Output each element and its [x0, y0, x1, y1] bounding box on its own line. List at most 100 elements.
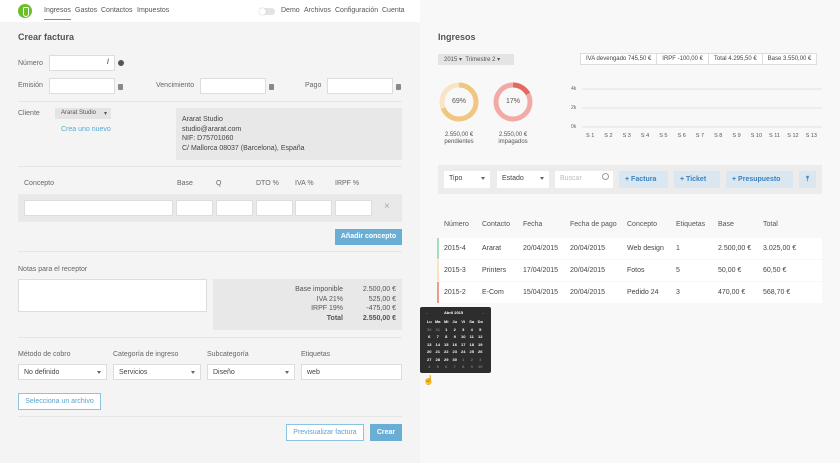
nav-cuenta[interactable]: Cuenta [382, 7, 405, 14]
quarter-value[interactable]: Trimestre 2 [465, 57, 496, 63]
metodo-select[interactable]: No definido [18, 364, 107, 380]
new-factura-button[interactable]: + Factura [619, 171, 668, 188]
calendar-day[interactable]: 7 [453, 364, 456, 369]
iva-input[interactable] [295, 200, 332, 216]
add-concept-button[interactable]: Añadir concepto [335, 229, 402, 245]
remove-row-icon[interactable]: × [384, 201, 390, 212]
calendar-day[interactable]: 13 [427, 341, 432, 347]
upload-button[interactable]: ⤒ [799, 171, 816, 188]
nav-contactos[interactable]: Contactos [101, 7, 133, 14]
calendar-day[interactable]: 3 [479, 356, 482, 362]
nav-impuestos[interactable]: Impuestos [137, 7, 170, 14]
calendar-day[interactable]: 16 [452, 341, 457, 347]
nav-ingresos[interactable]: Ingresos [44, 7, 71, 20]
pago-input[interactable] [327, 78, 393, 94]
calendar-day[interactable]: 4 [470, 326, 473, 332]
calendar-day[interactable]: 31 [435, 326, 440, 332]
subcategoria-select[interactable]: Diseño [207, 364, 295, 380]
cliente-select[interactable]: Ararat Studio ▾ [55, 108, 111, 119]
table-header[interactable]: Total [763, 221, 778, 228]
calendar-day[interactable]: 10 [478, 364, 483, 369]
calendar-icon[interactable] [118, 84, 123, 90]
nav-demo[interactable]: Demo [281, 7, 300, 14]
calendar-day[interactable]: 9 [453, 334, 456, 339]
categoria-select[interactable]: Servicios [113, 364, 201, 380]
calendar-day[interactable]: 8 [462, 364, 465, 369]
calendar-icon[interactable] [269, 84, 274, 90]
nav-archivos[interactable]: Archivos [304, 7, 331, 14]
numero-input[interactable]: / [49, 55, 115, 71]
calendar-day[interactable]: 19 [478, 341, 483, 347]
irpf-input[interactable] [335, 200, 372, 216]
calendar-day[interactable]: 2 [453, 326, 456, 332]
calendar-day[interactable]: 5 [479, 326, 482, 332]
new-ticket-button[interactable]: + Ticket [674, 171, 720, 188]
create-button[interactable]: Crear [370, 424, 402, 441]
nav-gastos[interactable]: Gastos [75, 7, 98, 14]
vencimiento-input[interactable] [200, 78, 266, 94]
prev-month-icon[interactable]: ← [425, 310, 429, 315]
calendar-day[interactable]: 28 [435, 356, 440, 362]
base-input[interactable] [176, 200, 213, 216]
calendar-day[interactable]: 23 [452, 349, 457, 354]
nav-configuracion[interactable]: Configuración [335, 7, 379, 14]
calendar-day[interactable]: 18 [469, 341, 474, 347]
tipo-select[interactable]: Tipo [444, 171, 490, 188]
table-header[interactable]: Contacto [482, 221, 511, 228]
calendar-day[interactable]: 11 [469, 334, 474, 339]
create-client-link[interactable]: Crea uno nuevo [61, 126, 111, 133]
demo-toggle[interactable] [259, 8, 275, 15]
table-header[interactable]: Concepto [627, 221, 657, 228]
calendar-day[interactable]: 5 [436, 364, 439, 369]
calendar-day[interactable]: 7 [436, 334, 439, 339]
etiquetas-input[interactable]: web [301, 364, 402, 380]
calendar-day[interactable]: 21 [435, 349, 440, 354]
calendar-day[interactable]: 6 [428, 334, 431, 339]
calendar-day[interactable]: 9 [470, 364, 473, 369]
select-file-button[interactable]: Selecciona un archivo [18, 393, 101, 410]
table-header[interactable]: Base [718, 221, 734, 228]
calendar-day[interactable]: 30 [452, 356, 457, 362]
new-presupuesto-button[interactable]: + Presupuesto [726, 171, 793, 188]
calendar-day[interactable]: 3 [462, 326, 465, 332]
emision-input[interactable] [49, 78, 115, 94]
q-input[interactable] [216, 200, 253, 216]
calendar-day[interactable]: 6 [445, 364, 448, 369]
calendar-day[interactable]: 15 [444, 341, 449, 347]
table-header[interactable]: Fecha [523, 221, 543, 228]
table-header[interactable]: Número [444, 221, 469, 228]
calendar-day[interactable]: 8 [445, 334, 448, 339]
calendar-day[interactable]: 12 [478, 334, 483, 339]
app-logo[interactable] [18, 4, 32, 18]
next-month-icon[interactable]: → [481, 310, 485, 315]
calendar-day[interactable]: 26 [478, 349, 483, 354]
calendar-day[interactable]: 24 [461, 349, 466, 354]
table-row[interactable]: 2015-4 Ararat 20/04/2015 20/04/2015 Web desi… [437, 238, 822, 259]
calendar-day[interactable]: 17 [461, 341, 466, 347]
calendar-day[interactable]: 22 [444, 349, 449, 354]
calendar-day[interactable]: 4 [428, 364, 431, 369]
calendar-day[interactable]: 27 [427, 356, 432, 362]
calendar-day[interactable]: 2 [470, 356, 473, 362]
calendar-day[interactable]: 20 [427, 349, 432, 354]
period-select[interactable]: 2015 ▾ Trimestre 2 ▾ [438, 54, 514, 65]
concepto-input[interactable] [24, 200, 173, 216]
calendar-icon[interactable] [396, 84, 401, 90]
calendar-day[interactable]: 25 [469, 349, 474, 354]
year-value[interactable]: 2015 [444, 57, 458, 63]
notes-textarea[interactable] [18, 279, 207, 312]
calendar-day[interactable]: 10 [461, 334, 466, 339]
table-header[interactable]: Fecha de pago [570, 221, 617, 228]
table-header[interactable]: Etiquetas [676, 221, 706, 228]
calendar-day[interactable]: 1 [445, 326, 448, 332]
dto-input[interactable] [256, 200, 293, 216]
calendar-day[interactable]: 14 [435, 341, 440, 347]
search-input[interactable]: Buscar [555, 171, 613, 188]
calendar-day[interactable]: 30 [427, 326, 432, 332]
table-row[interactable]: 2015-2 E-Com 15/04/2015 20/04/2015 Pedido 24… [437, 282, 822, 303]
estado-select[interactable]: Estado [497, 171, 549, 188]
preview-invoice-button[interactable]: Previsualizar factura [286, 424, 364, 441]
table-row[interactable]: 2015-3 Printers 17/04/2015 20/04/2015 Fotos 5… [437, 260, 822, 281]
calendar-day[interactable]: 1 [462, 356, 465, 362]
calendar-day[interactable]: 29 [444, 356, 449, 362]
